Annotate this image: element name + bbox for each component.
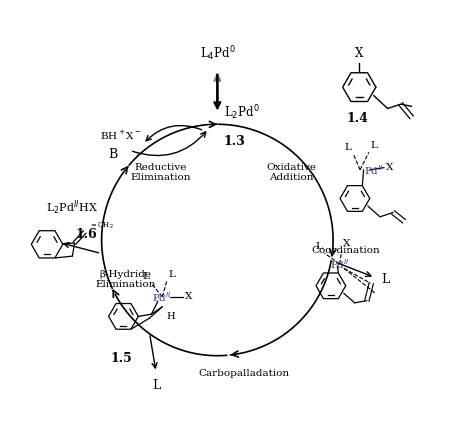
Text: L$_4$Pd$^0$: L$_4$Pd$^0$ [200,44,235,63]
Text: L: L [382,273,390,286]
Text: B: B [108,148,117,162]
Text: 1.6: 1.6 [76,228,98,241]
Text: 1.4: 1.4 [346,113,368,125]
Text: L: L [143,272,150,281]
Text: Coordination: Coordination [312,247,381,255]
Text: L: L [315,242,322,251]
Text: 1.3: 1.3 [224,135,246,148]
Text: L: L [345,143,351,152]
Text: $=$CH$_2$: $=$CH$_2$ [89,221,113,231]
Text: X: X [343,239,350,248]
Text: H: H [167,312,175,321]
Text: L: L [168,270,175,279]
Text: Pd$^{II}$: Pd$^{II}$ [153,290,172,303]
Text: L$_2$Pd$^{II}$HX: L$_2$Pd$^{II}$HX [46,198,98,217]
Text: Oxidative
Addition: Oxidative Addition [266,162,317,182]
Text: X: X [355,47,364,60]
Text: L: L [152,379,160,392]
Text: L$_2$Pd$^0$: L$_2$Pd$^0$ [224,103,260,122]
Text: Carbopalladation: Carbopalladation [198,368,289,378]
Text: Pd$^{II}$: Pd$^{II}$ [365,163,384,177]
Text: L: L [370,141,377,150]
Text: X: X [185,292,192,301]
Text: β-Hydride
Elimination: β-Hydride Elimination [95,270,156,289]
Text: 1.5: 1.5 [110,352,132,365]
Text: Reductive
Elimination: Reductive Elimination [130,162,191,182]
Text: Pd$^{II}$: Pd$^{II}$ [330,257,349,271]
Text: X: X [386,163,394,172]
Text: BH$^+$X$^-$: BH$^+$X$^-$ [100,129,142,142]
